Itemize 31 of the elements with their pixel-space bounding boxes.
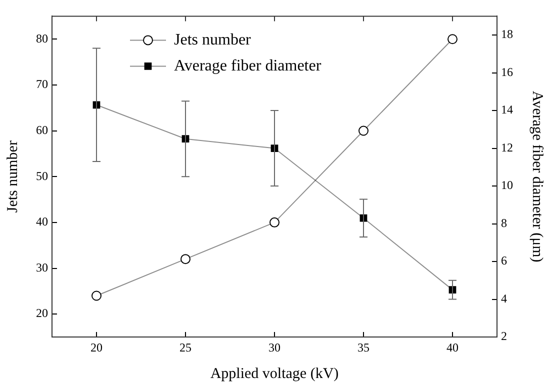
y2-tick-label: 4 [501, 291, 507, 306]
y2-tick-label: 6 [501, 254, 507, 268]
x-axis-title: Applied voltage (kV) [210, 366, 339, 382]
y-tick-label: 30 [36, 260, 48, 274]
x-tick-label: 35 [358, 340, 370, 354]
y2-tick-label: 12 [501, 140, 513, 154]
y2-tick-label: 16 [501, 64, 513, 79]
point [358, 126, 368, 136]
point [448, 34, 458, 44]
x-tick-label: 20 [90, 340, 102, 354]
point [180, 254, 190, 264]
y2-tick-label: 18 [501, 27, 513, 42]
y2-tick-label: 10 [501, 178, 513, 192]
y2-axis-title: Average fiber diameter (μm) [529, 90, 546, 262]
y-axis-title: Jets number [4, 140, 21, 213]
y2-tick-label: 8 [501, 216, 507, 230]
y2-tick-label: 2 [501, 329, 507, 344]
y-tick-label: 20 [36, 306, 48, 320]
y-tick-label: 60 [36, 122, 48, 137]
y-tick-label: 40 [36, 214, 48, 229]
y-tick-label: 70 [36, 77, 48, 92]
point [92, 290, 102, 301]
legend-label: Average fiber diameter [174, 57, 322, 74]
y2-tick-label: 14 [501, 102, 513, 117]
x-tick-label: 25 [180, 340, 192, 354]
y-tick-label: 50 [36, 168, 48, 183]
legend-label: Jets number [174, 31, 252, 48]
point [270, 217, 280, 228]
y-tick-label: 80 [36, 31, 48, 46]
x-tick-label: 30 [268, 340, 280, 354]
x-tick-label: 40 [446, 340, 458, 354]
